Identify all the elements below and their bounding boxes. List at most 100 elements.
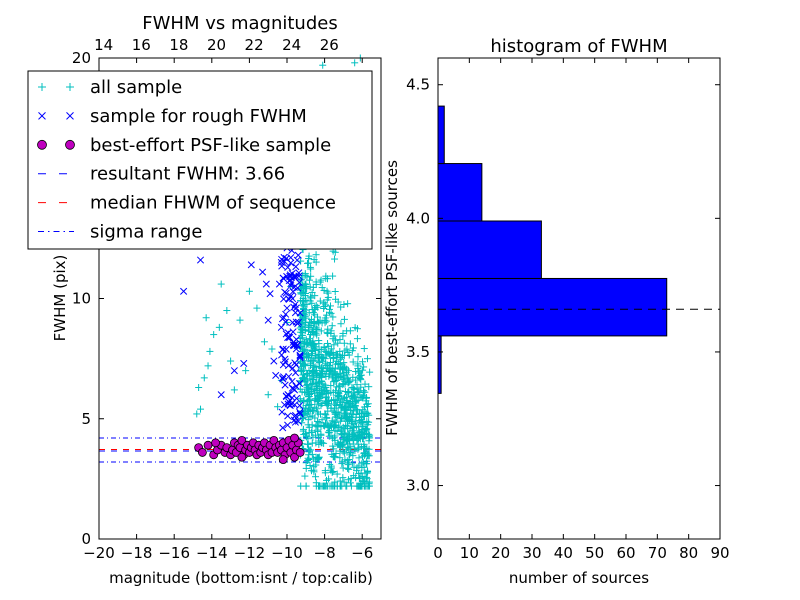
- all-sample-point: [344, 464, 352, 472]
- all-sample-point: [315, 340, 323, 348]
- all-sample-point: [306, 462, 314, 470]
- psf-sample-point: [290, 433, 299, 443]
- all-sample-point: [307, 358, 315, 366]
- rough-sample-point: [281, 355, 289, 363]
- all-sample-point: [298, 367, 306, 375]
- all-sample-point: [200, 374, 208, 382]
- all-sample-point: [361, 380, 369, 388]
- all-sample-point: [332, 295, 340, 303]
- all-sample-point: [316, 317, 324, 325]
- rough-sample-point: [294, 318, 303, 326]
- rough-sample-point: [290, 342, 298, 350]
- psf-sample-point: [197, 448, 207, 457]
- all-sample-point: [326, 426, 334, 434]
- top-tick-label: 16: [132, 36, 151, 54]
- all-sample-point: [360, 478, 368, 486]
- all-sample-point: [356, 372, 364, 380]
- legend-entry: resultant FWHM: 3.66: [38, 164, 285, 185]
- top-tick-label: 26: [320, 36, 339, 54]
- all-sample-point: [302, 433, 310, 441]
- legend-entry: all sample: [38, 77, 182, 98]
- all-sample-point: [326, 482, 334, 490]
- all-sample-point: [305, 309, 313, 317]
- all-sample-point: [351, 376, 359, 384]
- histogram-bar: [437, 163, 483, 222]
- rough-sample-point: [291, 418, 299, 426]
- x-tick-label: −16: [158, 544, 190, 562]
- all-sample-point: [349, 384, 357, 392]
- all-sample-point: [354, 353, 362, 361]
- all-sample-point: [312, 301, 320, 309]
- all-sample-point: [305, 252, 313, 260]
- all-sample-point: [339, 374, 347, 382]
- all-sample-point: [340, 315, 348, 323]
- rough-sample-point: [295, 272, 303, 280]
- all-sample-point: [360, 345, 368, 353]
- rough-sample-point: [275, 280, 284, 288]
- all-sample-point: [302, 482, 310, 490]
- all-sample-point: [366, 368, 374, 376]
- all-sample-point: [325, 361, 333, 369]
- legend-label: sample for rough FWHM: [90, 106, 307, 127]
- all-sample-point: [349, 440, 357, 448]
- all-sample-point: [307, 272, 315, 280]
- all-sample-point: [355, 454, 363, 462]
- all-sample-point: [335, 388, 343, 396]
- all-sample-point: [310, 256, 318, 264]
- all-sample-point: [360, 403, 368, 411]
- all-sample-point: [206, 347, 214, 355]
- all-sample-point: [307, 294, 315, 302]
- all-sample-point: [322, 411, 330, 419]
- all-sample-point: [337, 417, 345, 425]
- all-sample-point: [299, 294, 307, 302]
- legend-label: median FHWM of sequence: [90, 193, 336, 214]
- scatter-y-axis-label: FWHM (pix): [51, 255, 69, 342]
- all-sample-point: [312, 473, 320, 481]
- all-sample-point: [311, 414, 319, 422]
- histogram-x-axis-label: number of sources: [509, 569, 649, 587]
- all-sample-point: [326, 302, 334, 310]
- scatter-x-ticks: −20 −18 −16 −14 −12 −10 −8 −6: [83, 58, 373, 562]
- rough-sample-point: [262, 280, 270, 288]
- all-sample-point: [331, 255, 339, 263]
- all-sample-point: [339, 435, 347, 443]
- all-sample-point: [363, 417, 371, 425]
- all-sample-point: [337, 303, 345, 311]
- all-sample-point: [337, 403, 345, 411]
- all-sample-point: [329, 272, 337, 280]
- y-tick-label: 3.0: [406, 477, 430, 495]
- all-sample-point: [299, 425, 307, 433]
- y-tick-label: 3.5: [406, 343, 430, 361]
- all-sample-point: [345, 378, 353, 386]
- all-sample-point: [330, 341, 338, 349]
- top-tick-label: 22: [245, 36, 264, 54]
- all-sample-point: [313, 385, 321, 393]
- all-sample-point: [320, 299, 328, 307]
- all-sample-point: [306, 263, 314, 271]
- all-sample-point: [339, 398, 347, 406]
- histogram-bar: [437, 105, 445, 165]
- legend-box: [27, 70, 373, 250]
- all-sample-point: [307, 401, 315, 409]
- all-sample-point: [364, 452, 372, 460]
- x-tick-label: 70: [648, 544, 667, 562]
- rough-sample-point: [278, 408, 286, 416]
- x-tick-label: −12: [234, 544, 266, 562]
- all-sample-point: [327, 366, 335, 374]
- all-sample-point: [227, 357, 235, 365]
- x-tick-label: 90: [710, 544, 729, 562]
- all-sample-point: [304, 440, 312, 448]
- all-sample-point: [357, 443, 365, 451]
- all-sample-point: [311, 305, 319, 313]
- all-sample-point: [307, 467, 315, 475]
- rough-sample-point: [288, 384, 296, 392]
- all-sample-point: [346, 327, 354, 335]
- all-sample-point: [301, 280, 309, 288]
- rough-sample-point: [292, 361, 300, 369]
- all-sample-point: [342, 411, 350, 419]
- all-sample-point: [352, 432, 360, 440]
- all-sample-point: [318, 416, 326, 424]
- all-sample-point: [210, 331, 218, 339]
- all-sample-point: [339, 448, 347, 456]
